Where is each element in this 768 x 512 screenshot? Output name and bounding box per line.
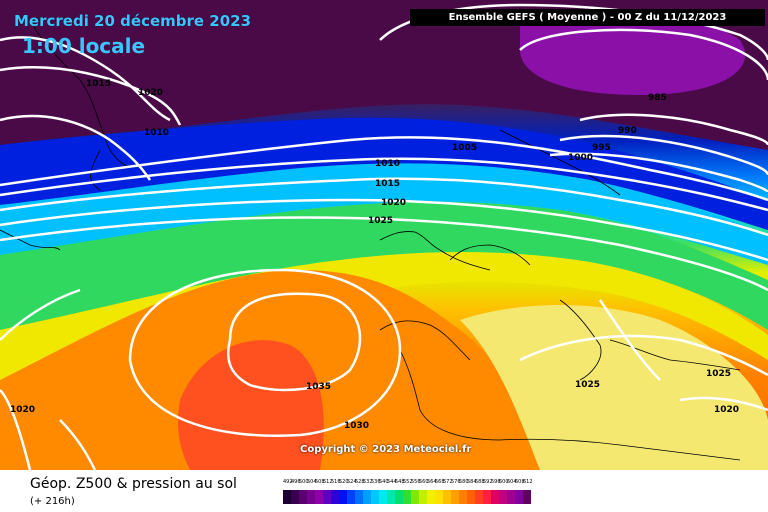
isobar-label: 1010	[144, 128, 169, 138]
scale-swatch	[347, 490, 355, 504]
scale-swatch	[323, 490, 331, 504]
isobar-label: 1025	[575, 380, 600, 390]
z500-med-light	[460, 305, 768, 470]
scale-label: 532	[363, 479, 373, 485]
scale-swatch	[491, 490, 499, 504]
scale-swatch	[443, 490, 451, 504]
scale-label: 612	[523, 479, 533, 485]
isobar-label: 1035	[306, 382, 331, 392]
scale-label: 540	[379, 479, 389, 485]
isobar-label: 1020	[714, 405, 739, 415]
scale-label: 560	[419, 479, 429, 485]
isobar-label: 985	[648, 93, 667, 103]
coastlines	[0, 19, 741, 461]
scale-swatch	[403, 490, 411, 504]
scale-label: 548	[395, 479, 405, 485]
scale-label: 608	[515, 479, 525, 485]
scale-label: 576	[451, 479, 461, 485]
scale-swatch	[299, 490, 307, 504]
weather-map: 1015 1020 1010 1005 985 990 995 1000 101…	[0, 0, 768, 470]
scale-label: 600	[499, 479, 509, 485]
scale-label: 520	[339, 479, 349, 485]
scale-swatch	[291, 490, 299, 504]
isobar-label: 995	[592, 143, 611, 153]
isobar-labels: 1015 1020 1010 1005 985 990 995 1000 101…	[10, 79, 739, 431]
scale-label: 592	[483, 479, 493, 485]
scale-swatch	[435, 490, 443, 504]
scale-swatch	[355, 490, 363, 504]
scale-swatch	[283, 490, 291, 504]
scale-swatch	[395, 490, 403, 504]
scale-swatch	[379, 490, 387, 504]
z500-red-core	[178, 340, 324, 470]
scale-label: 584	[467, 479, 477, 485]
isobar-label: 1030	[344, 421, 369, 431]
scale-label: 516	[331, 479, 341, 485]
scale-swatch	[515, 490, 523, 504]
ensemble-run-info: Ensemble GEFS ( Moyenne ) - 00 Z du 11/1…	[410, 9, 765, 26]
scale-swatch	[507, 490, 515, 504]
scale-swatch	[371, 490, 379, 504]
isobar-label: 1000	[568, 153, 593, 163]
scale-label: 568	[435, 479, 445, 485]
isobar-label: 1015	[375, 179, 400, 189]
scale-label: 596	[491, 479, 501, 485]
forecast-local-time: 1:00 locale	[22, 34, 146, 58]
scale-swatch	[363, 490, 371, 504]
scale-swatch	[411, 490, 419, 504]
isobar-label: 1020	[381, 198, 406, 208]
scale-swatch	[483, 490, 491, 504]
color-scale-labels: 492 496 500 504 508 512 516 520 524 528 532 536 540 5…	[283, 478, 533, 486]
map-canvas: 1015 1020 1010 1005 985 990 995 1000 101…	[0, 0, 768, 470]
scale-swatch	[315, 490, 323, 504]
scale-swatch	[419, 490, 427, 504]
isobar-label: 1010	[375, 159, 400, 169]
scale-swatch	[475, 490, 483, 504]
scale-label: 496	[291, 479, 301, 485]
isobar-label: 1020	[138, 88, 163, 98]
scale-label: 604	[507, 479, 517, 485]
isobar-label: 1025	[368, 216, 393, 226]
scale-swatch	[451, 490, 459, 504]
scale-swatch	[387, 490, 395, 504]
scale-label: 544	[387, 479, 397, 485]
scale-label: 564	[427, 479, 437, 485]
isobar-label: 1005	[452, 143, 477, 153]
isobar-label: 1025	[706, 369, 731, 379]
scale-label: 528	[355, 479, 365, 485]
scale-label: 492	[283, 479, 293, 485]
isobars	[0, 3, 768, 470]
scale-swatch	[427, 490, 435, 504]
forecast-date: Mercredi 20 décembre 2023	[14, 12, 252, 30]
scale-swatch	[459, 490, 467, 504]
parameter-title: Géop. Z500 & pression au sol	[30, 476, 237, 492]
scale-label: 500	[299, 479, 309, 485]
scale-swatch	[331, 490, 339, 504]
scale-label: 572	[443, 479, 453, 485]
lead-time: (+ 216h)	[30, 496, 75, 507]
isobar-label: 1015	[86, 79, 111, 89]
isobar-label: 1020	[10, 405, 35, 415]
scale-label: 552	[403, 479, 413, 485]
copyright-notice: Copyright © 2023 Meteociel.fr	[300, 444, 472, 455]
scale-swatch	[523, 490, 531, 504]
scale-swatch	[307, 490, 315, 504]
z500-green-band	[0, 201, 768, 330]
scale-swatch	[339, 490, 347, 504]
scale-label: 556	[411, 479, 421, 485]
isobar-label: 990	[618, 126, 637, 136]
scale-swatch	[499, 490, 507, 504]
scale-label: 580	[459, 479, 469, 485]
scale-label: 512	[323, 479, 333, 485]
z500-yellow-band	[0, 252, 768, 380]
scale-label: 536	[371, 479, 381, 485]
scale-swatch	[467, 490, 475, 504]
scale-label: 588	[475, 479, 485, 485]
scale-label: 504	[307, 479, 317, 485]
scale-label: 524	[347, 479, 357, 485]
scale-label: 508	[315, 479, 325, 485]
color-scale-swatches	[283, 490, 531, 504]
z500-blue-band	[0, 117, 768, 230]
